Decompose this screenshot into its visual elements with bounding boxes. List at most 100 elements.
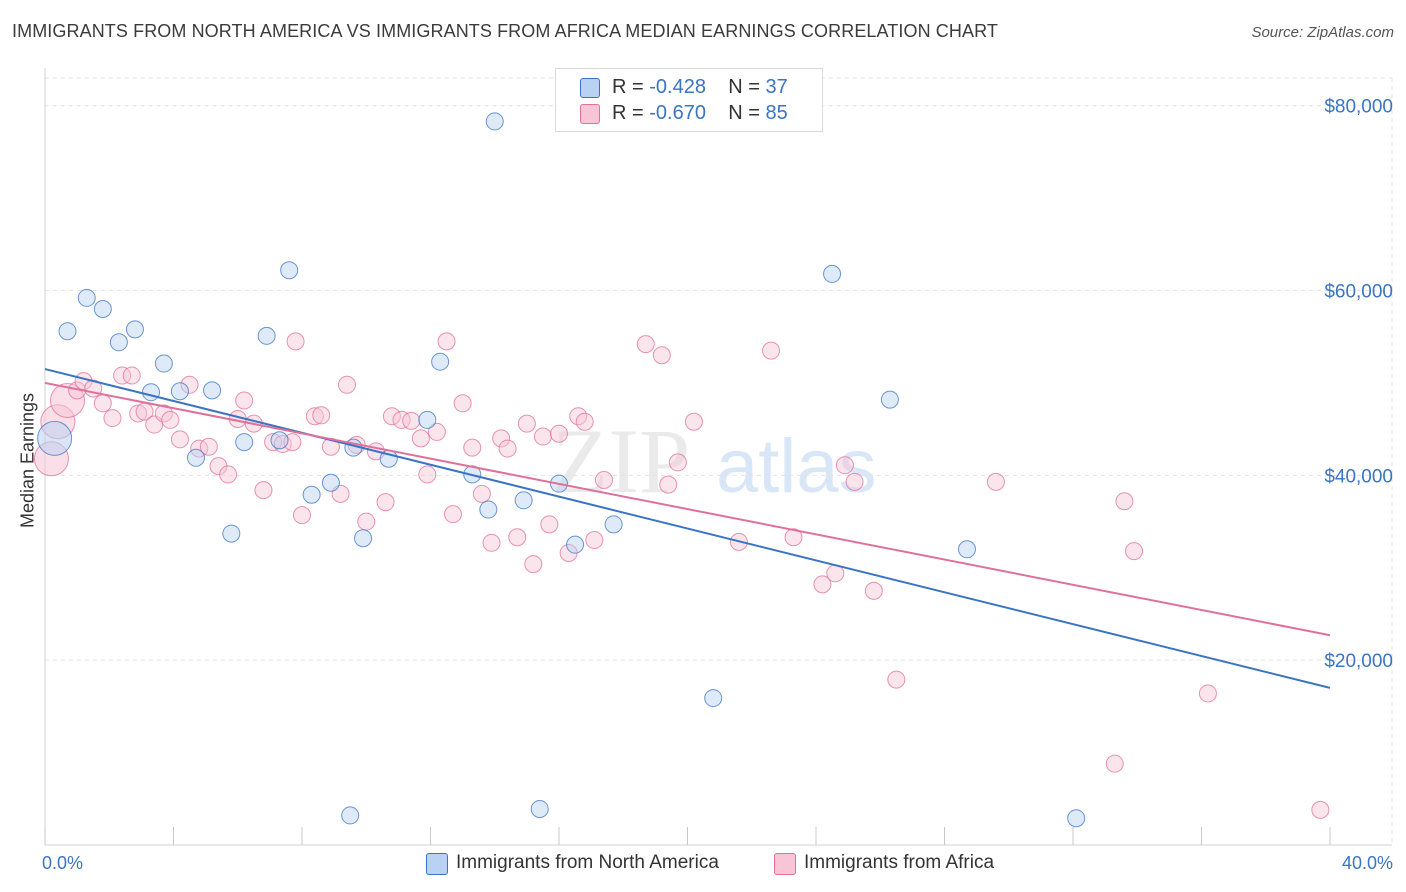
point-africa bbox=[286, 332, 305, 351]
point-north-america bbox=[270, 431, 289, 450]
point-africa bbox=[418, 465, 437, 484]
point-africa bbox=[129, 404, 148, 423]
point-north-america bbox=[257, 326, 276, 345]
legend-r-label: R = bbox=[612, 76, 644, 98]
point-north-america bbox=[566, 535, 585, 554]
legend-n-value: 37 bbox=[765, 76, 788, 98]
point-africa bbox=[254, 481, 273, 500]
point-africa bbox=[508, 528, 527, 547]
trend-line-north-america bbox=[44, 368, 1331, 689]
point-north-america bbox=[142, 383, 161, 402]
trend-lines bbox=[44, 368, 1331, 689]
point-north-america bbox=[280, 261, 299, 280]
point-africa bbox=[524, 555, 543, 574]
point-africa bbox=[659, 475, 678, 494]
point-africa bbox=[986, 472, 1005, 491]
point-africa bbox=[199, 437, 218, 456]
point-africa bbox=[170, 430, 189, 449]
point-africa bbox=[293, 506, 311, 525]
point-africa bbox=[427, 422, 446, 441]
point-africa bbox=[835, 456, 854, 475]
watermark-atlas: atlas bbox=[716, 424, 877, 509]
point-africa bbox=[594, 470, 613, 489]
point-africa bbox=[154, 404, 173, 423]
point-north-america bbox=[109, 333, 128, 352]
point-africa bbox=[1125, 542, 1144, 561]
chart-title: IMMIGRANTS FROM NORTH AMERICA VS IMMIGRA… bbox=[12, 21, 998, 41]
point-africa bbox=[122, 366, 141, 385]
point-north-america bbox=[125, 320, 144, 339]
point-africa bbox=[684, 412, 703, 431]
point-north-america bbox=[957, 540, 976, 559]
point-africa bbox=[550, 424, 568, 443]
point-north-america bbox=[203, 381, 222, 400]
point-africa bbox=[482, 533, 501, 552]
watermark-zip: ZIP bbox=[552, 410, 690, 512]
point-north-america bbox=[604, 515, 623, 534]
legend-n-label: N = bbox=[728, 102, 760, 124]
point-africa bbox=[762, 341, 781, 360]
y-tick-label: $60,000 bbox=[1324, 282, 1393, 303]
legend-swatch-pink bbox=[580, 104, 600, 124]
point-africa bbox=[472, 484, 491, 503]
point-north-america bbox=[354, 529, 373, 548]
point-north-america bbox=[58, 322, 77, 341]
legend-r-value: -0.428 bbox=[649, 76, 706, 98]
point-north-america bbox=[154, 354, 173, 373]
x-tick-label-min: 0.0% bbox=[42, 853, 83, 873]
point-north-america bbox=[418, 410, 437, 429]
point-africa bbox=[533, 427, 552, 446]
point-africa bbox=[93, 394, 112, 413]
trend-line-africa bbox=[44, 381, 1331, 637]
point-africa bbox=[864, 581, 883, 600]
point-africa bbox=[113, 366, 132, 385]
point-africa bbox=[652, 346, 671, 365]
point-africa bbox=[585, 531, 604, 550]
point-africa bbox=[517, 414, 536, 433]
bottom-legend-label: Immigrants from Africa bbox=[804, 852, 995, 873]
point-africa bbox=[382, 407, 401, 426]
bottom-legend-swatch-pink bbox=[774, 853, 796, 875]
point-north-america bbox=[77, 288, 96, 307]
legend-r-value: -0.670 bbox=[649, 102, 706, 124]
point-north-america bbox=[321, 473, 340, 492]
point-africa bbox=[887, 670, 906, 689]
bottom-legend-label: Immigrants from North America bbox=[456, 852, 719, 873]
point-north-america bbox=[479, 500, 498, 519]
point-africa bbox=[312, 406, 331, 425]
point-africa bbox=[411, 429, 430, 448]
legend-r-label: R = bbox=[612, 102, 644, 124]
point-africa bbox=[235, 391, 254, 410]
point-africa bbox=[1198, 684, 1217, 703]
point-africa bbox=[453, 394, 472, 413]
point-africa bbox=[813, 575, 832, 594]
point-africa bbox=[219, 465, 238, 484]
point-africa bbox=[668, 453, 687, 472]
point-north-america bbox=[431, 352, 450, 371]
point-north-america bbox=[222, 524, 241, 543]
point-africa bbox=[357, 512, 376, 531]
point-africa bbox=[1105, 754, 1124, 773]
y-tick-label: $80,000 bbox=[1324, 97, 1393, 118]
point-africa bbox=[845, 472, 864, 491]
point-africa bbox=[180, 375, 199, 394]
point-africa bbox=[498, 439, 517, 458]
point-africa bbox=[1115, 492, 1134, 511]
tick-labels: $20,000 $40,000 $60,000 $80,000 0.0% 40.0% bbox=[42, 97, 1393, 873]
point-africa bbox=[540, 515, 559, 534]
correlation-legend: R = -0.428 N = 37 R = -0.670 N = 85 bbox=[555, 68, 823, 132]
x-tick-label-max: 40.0% bbox=[1342, 853, 1393, 873]
series-north-america-points bbox=[37, 112, 1086, 828]
legend-n-value: 85 bbox=[765, 102, 788, 124]
point-africa bbox=[437, 332, 456, 351]
point-north-america bbox=[880, 390, 899, 409]
point-africa bbox=[463, 438, 482, 457]
point-africa bbox=[402, 411, 421, 430]
point-africa bbox=[161, 410, 180, 429]
point-north-america bbox=[1067, 809, 1086, 828]
y-tick-label: $40,000 bbox=[1324, 466, 1393, 487]
point-north-america bbox=[93, 300, 112, 319]
point-africa bbox=[49, 383, 85, 419]
point-africa bbox=[443, 505, 462, 524]
